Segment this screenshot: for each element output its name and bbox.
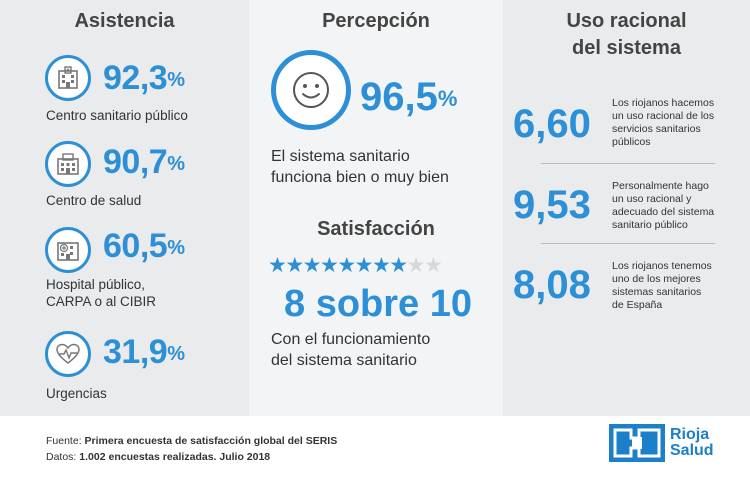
asistencia-title: Asistencia	[74, 10, 175, 32]
star-filled-icon: ★	[319, 254, 339, 277]
uso-text-3: Los riojanos tenemos uno de los mejores si…	[612, 260, 712, 311]
star-filled-icon: ★	[337, 254, 356, 277]
asistencia-value-4: 31,9%	[103, 333, 185, 371]
hospital-icon	[45, 227, 91, 273]
star-empty-icon: ★	[423, 254, 443, 277]
asistencia-value-3: 60,5%	[103, 227, 185, 265]
asistencia-value-2: 90,7%	[103, 143, 185, 181]
uso-title-line2: del sistema	[572, 37, 681, 59]
logo-text: Rioja Salud	[670, 426, 714, 459]
health-center-icon	[45, 141, 91, 187]
smiley-icon	[271, 50, 351, 130]
star-filled-icon: ★	[371, 254, 391, 277]
star-filled-icon: ★	[285, 254, 304, 277]
heartbeat-icon	[45, 331, 91, 377]
star-filled-icon: ★	[302, 254, 322, 277]
logo-mark-icon	[609, 424, 665, 462]
asistencia-label-4: Urgencias	[46, 386, 107, 401]
star-filled-icon: ★	[354, 254, 374, 277]
footer-source: Fuente: Primera encuesta de satisfacción…	[46, 435, 338, 447]
percepcion-text-line1: El sistema sanitario	[271, 148, 410, 165]
satisfaccion-text-line2: del sistema sanitario	[271, 352, 417, 369]
asistencia-label-3-line2: CARPA o al CIBIR	[46, 294, 157, 309]
asistencia-panel	[0, 0, 249, 416]
uso-title: Uso racional del sistema	[503, 8, 750, 62]
satisfaccion-text-line1: Con el funcionamiento	[271, 331, 431, 348]
star-empty-icon: ★	[406, 254, 426, 277]
uso-text-2: Personalmente hago un uso racional y adecu…	[612, 180, 715, 231]
percepcion-text-line2: funciona bien o muy bien	[271, 169, 449, 186]
star-filled-icon: ★	[268, 254, 287, 277]
star-rating: ★★★★★★★★★★	[268, 254, 443, 278]
star-filled-icon: ★	[389, 254, 408, 277]
percepcion-title: Percepción	[322, 10, 430, 32]
percepcion-value: 96,5%	[360, 75, 458, 119]
asistencia-label-2: Centro de salud	[46, 193, 142, 208]
asistencia-label-3-line1: Hospital público,	[46, 277, 146, 292]
asistencia-value-1: 92,3%	[103, 59, 185, 97]
divider-1	[541, 163, 715, 164]
asistencia-label-3: Hospital público, CARPA o al CIBIR	[46, 276, 156, 310]
footer-data: Datos: 1.002 encuestas realizadas. Julio…	[46, 451, 271, 463]
divider-2	[541, 243, 715, 244]
uso-value-2: 9,53	[513, 183, 591, 227]
uso-text-1: Los riojanos hacemos un uso racional de l…	[612, 97, 715, 148]
uso-title-line1: Uso racional	[566, 10, 687, 32]
satisfaccion-title: Satisfacción	[317, 218, 435, 240]
asistencia-label-1: Centro sanitario público	[46, 108, 188, 123]
uso-value-1: 6,60	[513, 102, 591, 146]
uso-panel	[503, 0, 750, 416]
satisfaccion-value: 8 sobre 10	[284, 283, 472, 325]
uso-value-3: 8,08	[513, 263, 591, 307]
satisfaccion-text: Con el funcionamiento del sistema sanitar…	[271, 329, 430, 371]
rioja-salud-logo: Rioja Salud	[609, 424, 714, 462]
percepcion-text: El sistema sanitario funciona bien o muy …	[271, 146, 449, 188]
hospital-building-icon	[45, 55, 91, 101]
